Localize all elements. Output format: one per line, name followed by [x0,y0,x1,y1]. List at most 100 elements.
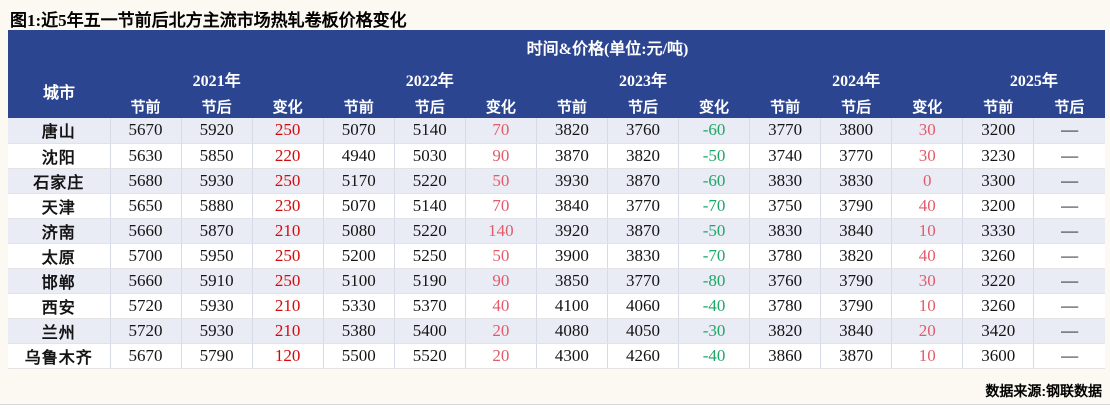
cell-value: — [1033,118,1105,144]
sub-header: 节后 [394,94,466,118]
cell-value: 5250 [394,243,466,269]
cell-value: 3900 [536,243,608,269]
cell-value: 50 [465,243,537,269]
cell-value: 3820 [607,143,680,169]
cell-value: 5720 [110,293,182,319]
price-table-container: 时间&价格(单位:元/吨) 城市 2021年 2022年 2023年 2024年 202… [8,30,1105,369]
cell-value: 5370 [394,293,466,319]
cell-value: 3260 [962,243,1035,269]
cell-value: -60 [678,118,751,144]
cell-value: -80 [678,268,751,294]
cell-value: 3870 [536,143,608,169]
cell-city: 济南 [8,218,111,244]
cell-city: 天津 [8,193,111,219]
cell-value: — [1033,318,1105,344]
table-header-title: 时间&价格(单位:元/吨) [110,30,1105,64]
cell-value: 3820 [820,243,893,269]
cell-value: -40 [678,343,751,369]
cell-value: 40 [891,193,964,219]
table-header: 时间&价格(单位:元/吨) 城市 2021年 2022年 2023年 2024年 202… [8,30,1105,118]
cell-value: 4940 [323,143,395,169]
cell-value: -70 [678,193,751,219]
cell-value: 5680 [110,168,182,194]
cell-value: 0 [891,168,964,194]
cell-value: 5930 [181,168,253,194]
cell-value: 210 [252,318,324,344]
cell-value: 250 [252,268,324,294]
cell-value: 40 [891,243,964,269]
cell-value: 90 [465,268,537,294]
cell-value: 5070 [323,118,395,144]
sub-header: 节前 [536,94,608,118]
cell-value: 5220 [394,218,466,244]
cell-value: 5700 [110,243,182,269]
cell-value: 40 [465,293,537,319]
sub-header: 节前 [962,94,1034,118]
cell-value: 3870 [607,168,680,194]
cell-value: 210 [252,218,324,244]
cell-value: 5630 [110,143,182,169]
cell-value: — [1033,193,1105,219]
cell-value: 10 [891,218,964,244]
cell-value: 5380 [323,318,395,344]
cell-value: 5100 [323,268,395,294]
cell-value: 3830 [749,218,822,244]
cell-value: 30 [891,118,964,144]
cell-value: 3870 [820,343,893,369]
cell-value: 5930 [181,293,253,319]
sub-header: 节前 [110,94,182,118]
cell-value: 4300 [536,343,608,369]
cell-value: 5070 [323,193,395,219]
cell-value: -40 [678,293,751,319]
cell-value: 3770 [820,143,893,169]
cell-value: 5200 [323,243,395,269]
cell-value: 3230 [962,143,1035,169]
cell-value: 3830 [820,168,893,194]
cell-value: 250 [252,243,324,269]
cell-value: 3840 [536,193,608,219]
cell-value: 3750 [749,193,822,219]
cell-value: 3420 [962,318,1035,344]
cell-city: 唐山 [8,118,111,144]
cell-value: 3830 [749,168,822,194]
cell-value: 5140 [394,193,466,219]
cell-value: 4050 [607,318,680,344]
cell-city: 兰州 [8,318,111,344]
cell-value: 3870 [607,218,680,244]
cell-value: 3920 [536,218,608,244]
cell-value: 3260 [962,293,1035,319]
cell-value: — [1033,168,1105,194]
sub-header: 变化 [465,94,537,118]
cell-value: 3790 [820,193,893,219]
sub-header: 节前 [323,94,395,118]
bottom-edge-divider [0,404,1110,409]
sub-header: 变化 [891,94,963,118]
sub-header: 节后 [607,94,679,118]
cell-value: 3780 [749,243,822,269]
cell-value: 50 [465,168,537,194]
cell-value: 5170 [323,168,395,194]
table-row: 兰州 5720 5930 210 5380 5400 20 4080 4050 -30 3820 38… [8,318,1105,344]
cell-city: 沈阳 [8,143,111,169]
cell-value: 220 [252,143,324,169]
cell-value: 5330 [323,293,395,319]
cell-value: 3860 [749,343,822,369]
cell-value: 3330 [962,218,1035,244]
cell-value: 3770 [607,193,680,219]
year-header: 2025年 [962,64,1105,94]
cell-value: 5660 [110,268,182,294]
cell-value: 3790 [820,268,893,294]
cell-value: 4260 [607,343,680,369]
cell-value: -70 [678,243,751,269]
cell-value: 3840 [820,218,893,244]
cell-value: 3300 [962,168,1035,194]
year-header: 2023年 [536,64,750,94]
cell-value: 3220 [962,268,1035,294]
cell-value: 250 [252,118,324,144]
cell-value: — [1033,268,1105,294]
table-row: 西安 5720 5930 210 5330 5370 40 4100 4060 -40 3780 37… [8,293,1105,319]
cell-value: 3820 [749,318,822,344]
year-header: 2021年 [110,64,324,94]
cell-value: 3770 [607,268,680,294]
cell-value: 10 [891,293,964,319]
